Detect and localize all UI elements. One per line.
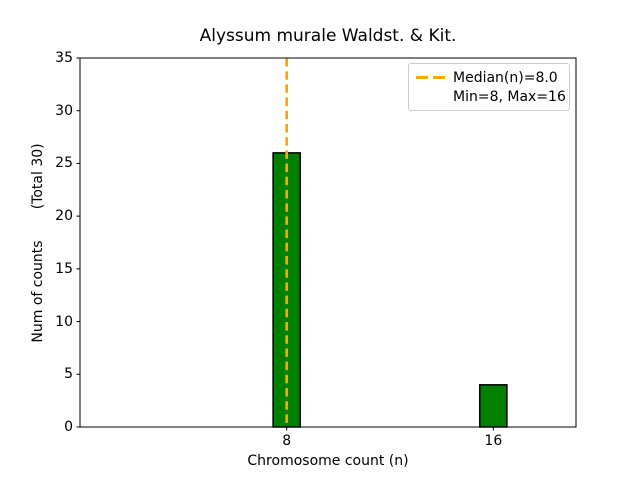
y-tick-label: 15 xyxy=(55,260,73,277)
y-tick-label: 20 xyxy=(55,208,73,225)
y-tick-label: 35 xyxy=(55,50,73,66)
dashed-line-legend-icon xyxy=(416,75,446,80)
y-axis-label: Num of counts (Total 30) xyxy=(30,143,46,343)
x-tick-label: 16 xyxy=(484,433,503,449)
legend-icon-empty xyxy=(416,95,446,98)
legend: Median(n)=8.0 Min=8, Max=16 xyxy=(408,63,570,111)
y-tick-label: 0 xyxy=(64,419,73,435)
y-tick-label: 30 xyxy=(55,102,73,119)
plot-border xyxy=(79,57,577,428)
bar-n16 xyxy=(479,384,508,428)
chart-title: Alyssum murale Waldst. & Kit. xyxy=(199,26,457,46)
x-axis-label: Chromosome count (n) xyxy=(247,453,409,469)
legend-label-minmax: Min=8, Max=16 xyxy=(453,88,566,105)
x-tick-label: 8 xyxy=(282,433,292,449)
y-tick-label: 5 xyxy=(64,366,73,383)
legend-entry-minmax: Min=8, Max=16 xyxy=(416,87,566,106)
y-tick-label: 25 xyxy=(55,155,73,172)
y-tick-label: 10 xyxy=(55,313,73,330)
legend-entry-median: Median(n)=8.0 xyxy=(416,68,562,87)
legend-label-median: Median(n)=8.0 xyxy=(453,69,558,86)
